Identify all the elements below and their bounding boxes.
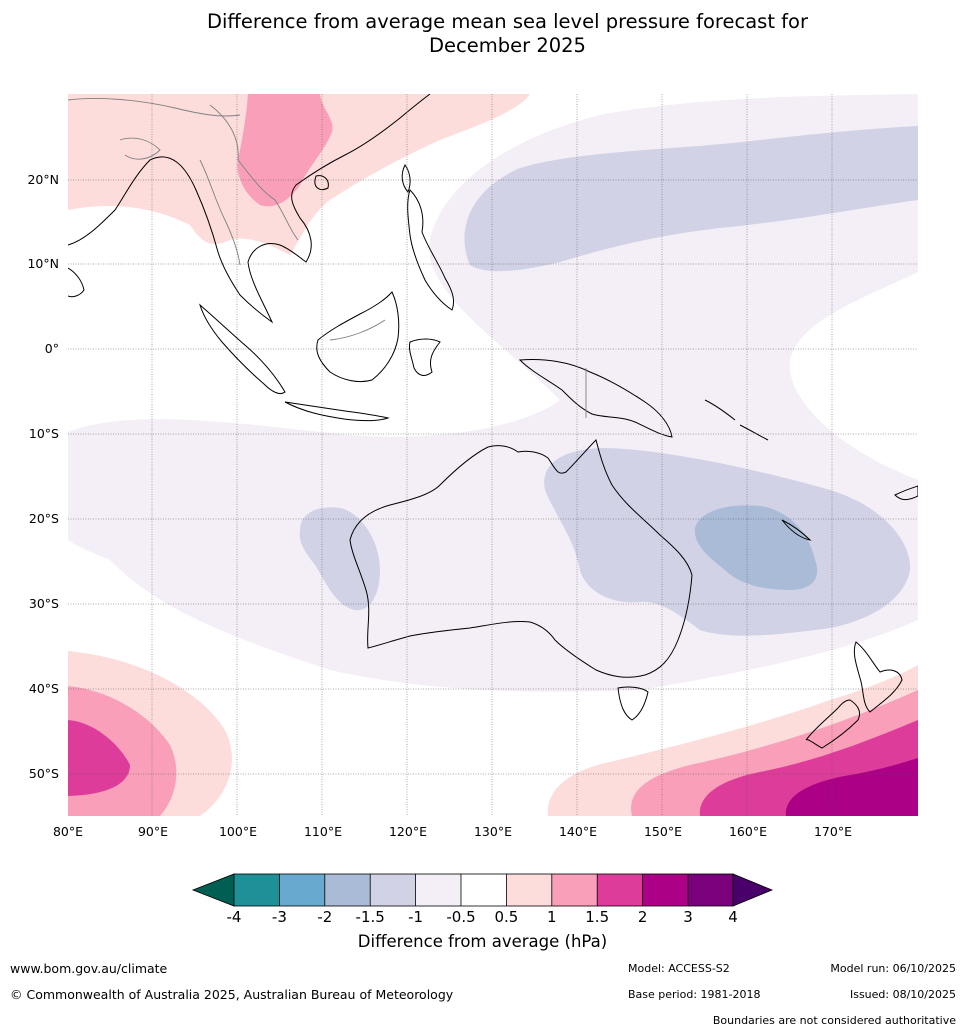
- colorbar-tick-label: -3: [272, 908, 287, 926]
- border-indochina: [209, 104, 299, 241]
- lat-label-10s: 10°S: [29, 426, 59, 441]
- colorbar: -4 -3 -2 -1.5 -1 -0.5 0.5 1 1.5 2 3 4: [191, 873, 774, 926]
- colorbar-tick-label: -4: [227, 908, 242, 926]
- copyright-notice: © Commonwealth of Australia 2025, Austra…: [10, 987, 454, 1002]
- sumatra-coastline: [199, 303, 286, 395]
- border-borneo: [329, 319, 386, 341]
- colorbar-swatch-1.5-to-2: [597, 874, 643, 906]
- issued-date: Issued: 08/10/2025: [849, 988, 956, 1001]
- anomaly-region-coral-sea-core: [694, 505, 818, 590]
- taiwan-coastline: [401, 164, 411, 193]
- colorbar-swatch-neutral: [461, 874, 507, 906]
- anomaly-region-indochina-positive: [237, 94, 333, 207]
- map-area: [68, 94, 918, 816]
- lon-label-150e: 150°E: [644, 824, 682, 839]
- colorbar-swatch-0.5-to-1: [506, 874, 552, 906]
- asia-mainland-coastline: [68, 94, 431, 324]
- hainan-coastline: [314, 175, 329, 190]
- colorbar-tick-label: 4: [728, 908, 738, 926]
- lon-label-80e: 80°E: [53, 824, 83, 839]
- lat-label-0: 0°: [45, 341, 59, 356]
- colorbar-dividers: [278, 874, 689, 906]
- border-myanmar-thailand: [199, 159, 241, 266]
- lon-label-160e: 160°E: [729, 824, 767, 839]
- lat-label-10n: 10°N: [27, 256, 59, 271]
- colorbar-tick-label: -1.5: [356, 908, 385, 926]
- longitude-labels: 80°E 90°E 100°E 110°E 120°E 130°E 140°E …: [53, 824, 852, 839]
- colorbar-swatch-1-to-0.5: [415, 874, 461, 906]
- sri-lanka-coastline: [68, 267, 85, 298]
- coastlines: [68, 94, 918, 749]
- map-title: Difference from average mean sea level p…: [0, 10, 965, 58]
- colorbar-swatch-1-to-1.5: [551, 874, 598, 906]
- border-bangladesh: [119, 137, 161, 160]
- lon-label-110e: 110°E: [304, 824, 342, 839]
- lon-label-90e: 90°E: [138, 824, 168, 839]
- lon-label-130e: 130°E: [474, 824, 512, 839]
- model-run-date: Model run: 06/10/2025: [830, 962, 956, 975]
- colorbar-arrow-low: [191, 873, 235, 907]
- anomaly-region-southern-ocean-core: [785, 758, 918, 816]
- title-line-1: Difference from average mean sea level p…: [207, 10, 808, 33]
- fiji-coastline: [894, 485, 918, 501]
- anomaly-region-nw-pacific-negative: [464, 126, 918, 272]
- colorbar-tick-label: 2: [638, 908, 648, 926]
- title-line-2: December 2025: [429, 34, 586, 57]
- new-caledonia-coastline: [781, 519, 812, 541]
- colorbar-swatch-3-to-2: [279, 874, 325, 906]
- anomaly-region-west-australia-negative: [299, 507, 380, 611]
- tasmania-coastline: [617, 686, 649, 721]
- lat-label-50s: 50°S: [29, 766, 59, 781]
- colorbar-swatch-1.5-to-1: [370, 874, 416, 906]
- colorbar-tick-label: -2: [317, 908, 332, 926]
- model-name: Model: ACCESS-S2: [628, 962, 730, 975]
- colorbar-tick-label: 3: [683, 908, 693, 926]
- new-guinea-coastline: [518, 359, 673, 438]
- solomon-islands-coastline: [704, 399, 769, 441]
- lat-label-40s: 40°S: [29, 681, 59, 696]
- website-link[interactable]: www.bom.gov.au/climate: [10, 961, 168, 976]
- colorbar-tick-label: 1: [547, 908, 557, 926]
- border-china: [68, 97, 241, 117]
- graticule: [68, 94, 918, 816]
- colorbar-swatch-3-to-4: [688, 874, 733, 906]
- java-coastline: [284, 401, 390, 422]
- colorbar-swatch-4-to-3: [234, 874, 280, 906]
- base-period: Base period: 1981-2018: [628, 988, 761, 1001]
- lat-label-20s: 20°S: [29, 511, 59, 526]
- nz-north-island-coastline: [853, 641, 903, 713]
- lon-label-140e: 140°E: [559, 824, 597, 839]
- country-borders: [68, 97, 587, 418]
- colorbar-tick-label: -0.5: [446, 908, 475, 926]
- philippines-coastline: [407, 189, 455, 311]
- nz-south-island-coastline: [805, 699, 861, 749]
- anomaly-region-sw-indian-strong: [68, 720, 130, 796]
- colorbar-title: Difference from average (hPa): [357, 932, 608, 951]
- colorbar-frame: [233, 873, 734, 907]
- lat-label-20n: 20°N: [27, 172, 59, 187]
- colorbar-tick-label: 1.5: [585, 908, 609, 926]
- australia-coastline: [349, 439, 693, 678]
- lon-label-120e: 120°E: [389, 824, 427, 839]
- boundary-disclaimer: Boundaries are not considered authoritat…: [712, 1014, 956, 1027]
- colorbar-swatch-2-to-1.5: [324, 874, 371, 906]
- colorbar-tick-label: 0.5: [494, 908, 518, 926]
- lon-label-100e: 100°E: [219, 824, 257, 839]
- colorbar-arrow-high: [732, 873, 774, 907]
- latitude-labels: 20°N 10°N 0° 10°S 20°S 30°S 40°S 50°S: [27, 172, 59, 781]
- lat-label-30s: 30°S: [29, 596, 59, 611]
- colorbar-tick-label: -1: [408, 908, 423, 926]
- borneo-coastline: [316, 291, 400, 383]
- colorbar-swatch-2-to-3: [642, 874, 688, 906]
- sulawesi-coastline: [409, 338, 441, 376]
- lon-label-170e: 170°E: [814, 824, 852, 839]
